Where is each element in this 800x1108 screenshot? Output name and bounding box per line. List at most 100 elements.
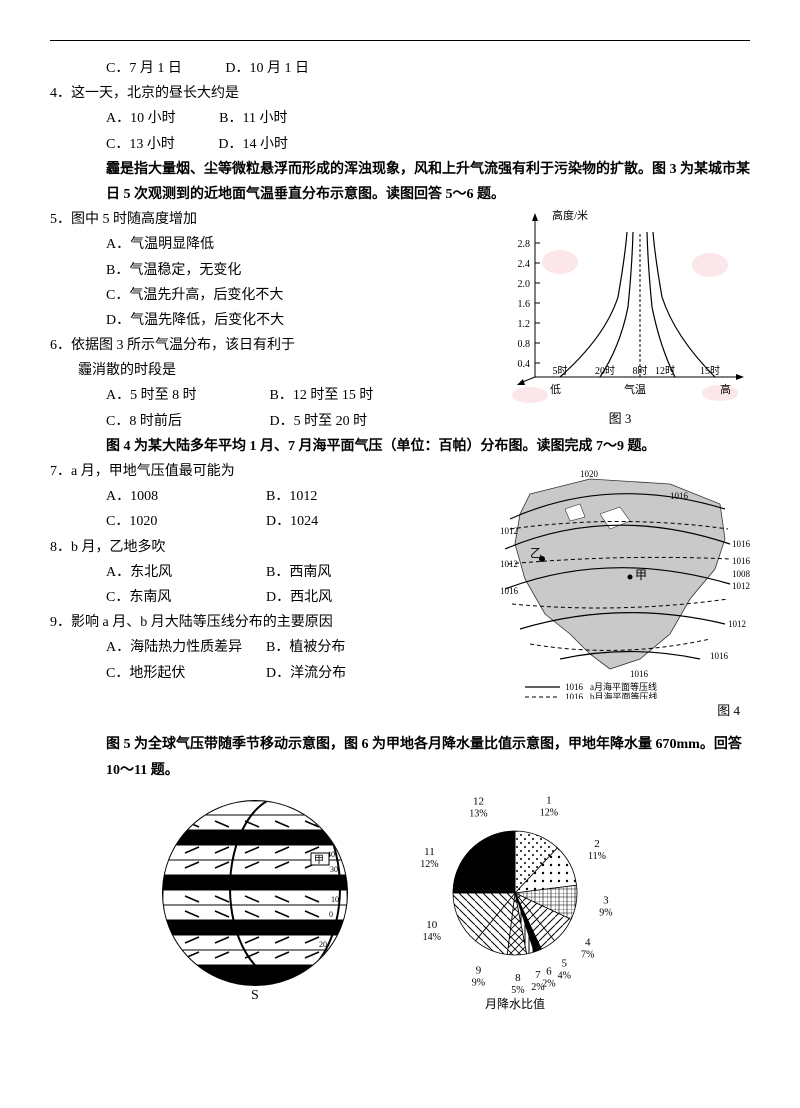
fig4-legend-b: b月海平面等压线 (590, 691, 658, 699)
q6-option-b: B．12 时至 15 时 (270, 383, 430, 408)
svg-text:2%: 2% (531, 982, 544, 993)
q8-b: B．西南风 (266, 560, 426, 585)
svg-text:7: 7 (535, 969, 541, 981)
q9-stem: 9．影响 a 月、b 月大陆等压线分布的主要原因 (50, 610, 470, 635)
figure-5: 70 60 50 40 30 20 10 0 10 20 甲 S (155, 793, 355, 1013)
fig6-caption: 月降水比值 (485, 996, 545, 1011)
fig3-ytick-0: 0.4 (518, 359, 531, 370)
svg-text:60: 60 (315, 820, 323, 829)
figures-5-6: 70 60 50 40 30 20 10 0 10 20 甲 S 112%211… (50, 793, 750, 1013)
svg-text:10: 10 (331, 895, 339, 904)
fig3-axis-low: 低 (550, 383, 561, 396)
q7-stem: 7．a 月，甲地气压值最可能为 (50, 459, 470, 484)
q9-c: C．地形起伏 (106, 661, 266, 686)
svg-text:50: 50 (323, 835, 331, 844)
fig3-axis-mid: 气温 (624, 382, 646, 396)
fig5-jia: 甲 (314, 855, 324, 866)
q8-d: D．西北风 (266, 585, 426, 610)
svg-text:15时: 15时 (700, 365, 720, 377)
svg-text:1016: 1016 (565, 682, 584, 692)
svg-text:12%: 12% (540, 807, 558, 818)
svg-text:12时: 12时 (655, 365, 675, 377)
svg-text:10: 10 (426, 919, 438, 931)
fig3-caption: 图 3 (490, 407, 750, 430)
q7-d: D．1024 (266, 509, 426, 534)
svg-text:70: 70 (303, 806, 311, 815)
q6-option-d: D．5 时至 20 时 (270, 409, 430, 434)
svg-text:5%: 5% (511, 985, 524, 996)
q5-option-a: A．气温明显降低 (50, 232, 490, 257)
q6-stem2: 霾消散的时段是 (50, 358, 490, 383)
q9-b: B．植被分布 (266, 635, 426, 660)
fig5-s-label: S (251, 988, 259, 1003)
svg-text:14%: 14% (423, 932, 441, 943)
svg-text:30: 30 (330, 865, 338, 874)
q6-options-cd: C．8 时前后 D．5 时至 20 时 (50, 409, 490, 434)
svg-text:20时: 20时 (595, 365, 615, 377)
svg-text:1008: 1008 (732, 569, 750, 579)
svg-text:13%: 13% (469, 808, 487, 819)
q4-option-b: B．11 小时 (219, 106, 287, 131)
svg-text:2: 2 (594, 838, 600, 850)
svg-text:1016: 1016 (500, 586, 519, 596)
svg-text:6: 6 (546, 965, 552, 977)
q4-option-a: A．10 小时 (106, 106, 176, 131)
svg-text:1016: 1016 (732, 556, 750, 566)
svg-text:1012: 1012 (500, 559, 518, 569)
fig3-axis-high: 高 (720, 382, 731, 396)
svg-text:12%: 12% (420, 859, 438, 870)
svg-text:1016: 1016 (630, 669, 649, 679)
fig3-ylabel: 高度/米 (552, 208, 588, 222)
q7-9-row: 7．a 月，甲地气压值最可能为 A．1008B．1012 C．1020D．102… (50, 459, 750, 722)
svg-text:9: 9 (476, 964, 482, 976)
fig4-yi: 乙 (530, 546, 542, 560)
q7-b: B．1012 (266, 484, 426, 509)
svg-text:9%: 9% (472, 977, 485, 988)
q7-a: A．1008 (106, 484, 266, 509)
svg-text:11: 11 (424, 846, 435, 858)
svg-text:8时: 8时 (633, 365, 648, 377)
intro-5-6: 霾是指大量烟、尘等微粒悬浮而形成的浑浊现象，风和上升气流强有利于污染物的扩散。图… (50, 157, 750, 207)
svg-text:1016: 1016 (710, 651, 729, 661)
page-rule (50, 40, 750, 41)
svg-text:11%: 11% (588, 851, 606, 862)
q4-options-ab: A．10 小时 B．11 小时 (50, 106, 750, 131)
svg-text:4: 4 (585, 936, 591, 948)
svg-text:0.8: 0.8 (518, 339, 531, 350)
q8-c: C．东南风 (106, 585, 266, 610)
q5-q6-row: 5．图中 5 时随高度增加 A．气温明显降低 B．气温稳定，无变化 C．气温先升… (50, 207, 750, 434)
svg-text:2.0: 2.0 (518, 279, 531, 290)
svg-text:1016: 1016 (732, 539, 750, 549)
svg-text:2.8: 2.8 (518, 239, 531, 250)
q3-options-cd: C．7 月 1 日 D．10 月 1 日 (50, 56, 750, 81)
svg-text:8: 8 (515, 972, 521, 984)
q6-option-c: C．8 时前后 (106, 409, 266, 434)
q5-stem: 5．图中 5 时随高度增加 (50, 207, 490, 232)
intro-10-11: 图 5 为全球气压带随季节移动示意图，图 6 为甲地各月降水量比值示意图，甲地年… (50, 732, 750, 782)
fig4-caption: 图 4 (470, 699, 750, 722)
q4-option-d: D．14 小时 (218, 132, 288, 157)
svg-text:1016: 1016 (565, 692, 584, 699)
q9-d: D．洋流分布 (266, 661, 426, 686)
svg-text:1: 1 (546, 794, 552, 806)
q6-options-ab: A．5 时至 8 时 B．12 时至 15 时 (50, 383, 490, 408)
svg-text:0: 0 (329, 910, 333, 919)
fig4-jia: 甲 (635, 568, 647, 582)
figure-4: 1020 1016 1012 1012 1016 1016 1016 1012 … (470, 459, 750, 722)
figure-3: 0.4 0.8 1.2 1.6 2.0 2.4 2.8 高度/米 5时 20时 … (490, 207, 750, 430)
q8-a: A．东北风 (106, 560, 266, 585)
svg-text:1016: 1016 (670, 491, 689, 501)
intro-5-6-text: 霾是指大量烟、尘等微粒悬浮而形成的浑浊现象，风和上升气流强有利于污染物的扩散。图… (106, 162, 750, 202)
svg-text:5: 5 (562, 957, 568, 969)
q4-option-c: C．13 小时 (106, 132, 175, 157)
svg-text:1012: 1012 (728, 619, 746, 629)
q3-option-d: D．10 月 1 日 (225, 56, 309, 81)
q5-option-d: D．气温先降低，后变化不大 (50, 308, 490, 333)
svg-text:4%: 4% (558, 970, 571, 981)
svg-text:1012: 1012 (732, 581, 750, 591)
q6-option-a: A．5 时至 8 时 (106, 383, 266, 408)
svg-text:1012: 1012 (500, 526, 518, 536)
svg-text:20: 20 (319, 940, 327, 949)
q7-c: C．1020 (106, 509, 266, 534)
q6-stem: 6．依据图 3 所示气温分布，该日有利于 (50, 333, 490, 358)
